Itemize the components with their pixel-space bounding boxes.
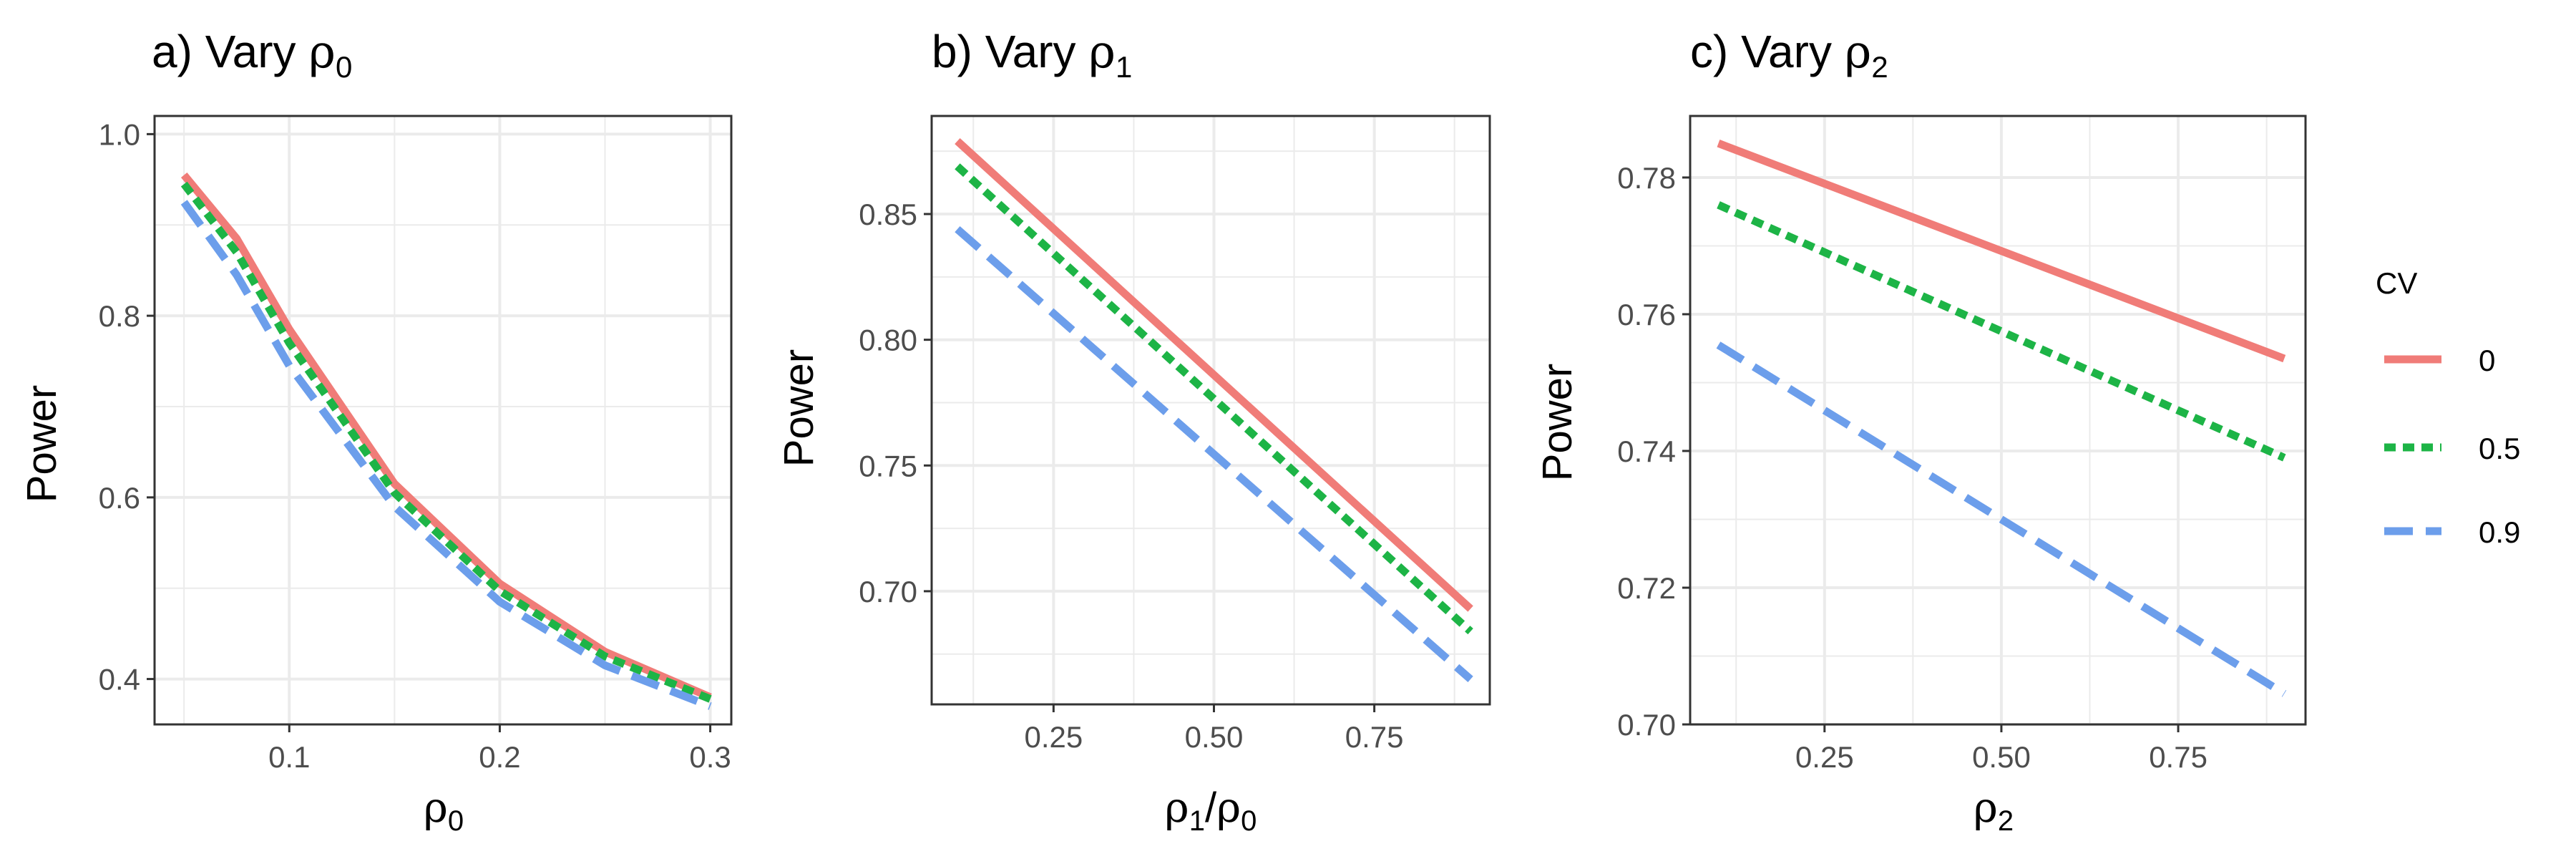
panel-border [1689, 115, 2307, 726]
series-line-cv-0.9 [955, 225, 1473, 683]
panel-a: a) Vary ρ0 Power ρ0 0.1 0.2 0.3 0.4 0.6 0.8 1.… [19, 26, 733, 837]
panel-border [153, 115, 733, 726]
legend-label-1: 0.5 [2479, 432, 2520, 465]
panel-border [930, 115, 1491, 706]
panel-a-x-label: ρ0 [424, 783, 464, 837]
panel-c: c) Vary ρ2 Power ρ2 0.25 0.50 0.75 0.70 0.72… [1534, 26, 2307, 837]
series-line-cv-0.9 [1716, 341, 2287, 697]
x-tick-label: 0.50 [1972, 740, 2031, 774]
legend-title: CV [2376, 266, 2417, 300]
y-tick-label: 0.70 [1617, 708, 1676, 742]
series-line-cv-0.9 [180, 200, 712, 710]
legend-label-0: 0 [2479, 344, 2495, 377]
x-tick-label: 0.25 [1024, 720, 1083, 754]
panel-b-y-label: Power [776, 349, 822, 467]
y-tick-label: 0.76 [1617, 298, 1676, 331]
y-tick-label: 0.6 [99, 481, 140, 515]
y-tick-label: 0.72 [1617, 571, 1676, 605]
x-tick-label: 0.75 [1345, 720, 1404, 754]
legend-label-2: 0.9 [2479, 515, 2520, 549]
x-tick-label: 0.2 [479, 740, 520, 774]
x-tick-label: 0.75 [2149, 740, 2207, 774]
series-line-cv-0.5 [955, 163, 1473, 635]
legend-item-2: 0.9 [2384, 515, 2520, 549]
x-tick-label: 0.50 [1185, 720, 1244, 754]
series-line-cv-0.5 [1717, 201, 2286, 462]
panel-c-title: c) Vary ρ2 [1690, 26, 1888, 84]
x-tick-label: 0.3 [689, 740, 731, 774]
panel-c-y-label: Power [1534, 364, 1581, 481]
y-tick-label: 0.4 [99, 663, 140, 697]
grid [932, 116, 1490, 704]
series-line-cv-0 [955, 138, 1473, 612]
panel-b-x-label: ρ1/ρ0 [1165, 783, 1257, 837]
y-tick-label: 0.74 [1617, 435, 1676, 468]
y-tick-label: 0.78 [1617, 161, 1676, 195]
grid [155, 116, 731, 724]
y-tick-label: 1.0 [99, 117, 140, 151]
x-tick-label: 0.25 [1795, 740, 1854, 774]
legend-item-0: 0 [2384, 344, 2495, 377]
y-tick-label: 0.80 [859, 324, 917, 357]
series-line-cv-0.5 [180, 181, 712, 703]
panel-c-x-label: ρ2 [1974, 783, 2014, 837]
legend-item-1: 0.5 [2384, 432, 2520, 465]
y-tick-label: 0.85 [859, 198, 917, 231]
panel-b: b) Vary ρ1 Power ρ1/ρ0 0.25 0.50 0.75 0.70 0… [776, 26, 1491, 837]
x-tick-label: 0.1 [268, 740, 310, 774]
series-line-cv-0 [1717, 140, 2286, 363]
panel-a-title: a) Vary ρ0 [152, 26, 352, 84]
panel-a-y-label: Power [19, 385, 65, 503]
y-tick-label: 0.8 [99, 299, 140, 333]
legend: CV 0 0.5 0.9 [2376, 266, 2520, 549]
series-line-cv-0 [180, 172, 712, 701]
y-tick-label: 0.70 [859, 575, 917, 608]
y-tick-label: 0.75 [859, 449, 917, 482]
grid [1690, 116, 2306, 726]
panel-b-title: b) Vary ρ1 [932, 26, 1132, 84]
